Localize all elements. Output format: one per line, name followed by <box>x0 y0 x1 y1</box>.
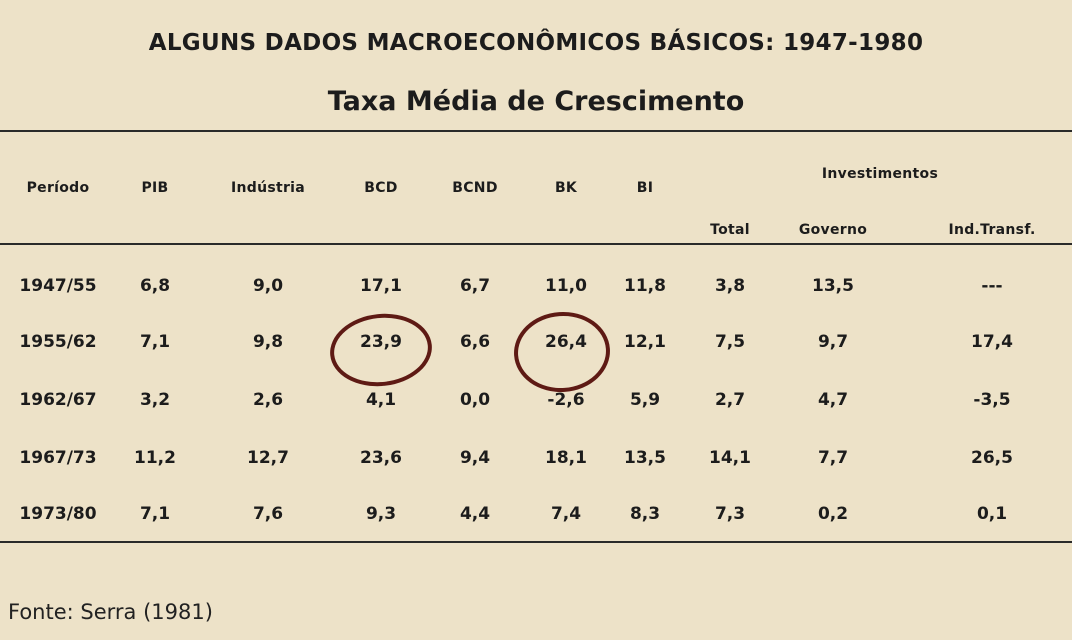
table-cell: 9,3 <box>365 504 397 524</box>
table-cell: 13,5 <box>624 448 666 468</box>
table-cell-highlighted: 26,4 <box>545 332 587 352</box>
table-cell: 1973/80 <box>19 504 97 524</box>
table-cell: 3,2 <box>139 390 171 410</box>
table-cell: 11,0 <box>545 276 587 296</box>
header-bcd: BCD <box>364 180 398 196</box>
table-cell-highlighted: 23,9 <box>360 332 402 352</box>
table-cell: 18,1 <box>545 448 587 468</box>
table-cell: -3,5 <box>973 390 1011 410</box>
table-cell: 6,8 <box>139 276 171 296</box>
table-cell: 12,7 <box>247 448 289 468</box>
table-cell: -2,6 <box>547 390 585 410</box>
table-cell: 7,4 <box>550 504 582 524</box>
source-note: Fonte: Serra (1981) <box>8 600 213 624</box>
table-cell: 1955/62 <box>19 332 97 352</box>
table-cell: 17,1 <box>360 276 402 296</box>
table-cell: 7,6 <box>252 504 284 524</box>
header-ind-transf: Ind.Transf. <box>948 222 1036 238</box>
page-title: ALGUNS DADOS MACROECONÔMICOS BÁSICOS: 19… <box>148 30 924 56</box>
header-total: Total <box>710 222 750 238</box>
page-subtitle: Taxa Média de Crescimento <box>327 86 745 117</box>
table-cell: --- <box>981 276 1003 296</box>
highlight-circle-bk <box>511 308 613 396</box>
table-cell: 7,5 <box>714 332 746 352</box>
table-cell: 2,6 <box>252 390 284 410</box>
table-cell: 6,6 <box>459 332 491 352</box>
header-periodo: Período <box>26 180 90 196</box>
table-cell: 26,5 <box>971 448 1013 468</box>
table-cell: 0,0 <box>459 390 491 410</box>
table-cell: 7,7 <box>817 448 849 468</box>
table-cell: 5,9 <box>629 390 661 410</box>
table-cell: 9,0 <box>252 276 284 296</box>
table-cell: 14,1 <box>709 448 751 468</box>
table-cell: 17,4 <box>971 332 1013 352</box>
table-cell: 9,7 <box>817 332 849 352</box>
table-cell: 7,1 <box>139 332 171 352</box>
table-cell: 2,7 <box>714 390 746 410</box>
header-governo: Governo <box>798 222 868 238</box>
table-cell: 4,7 <box>817 390 849 410</box>
header-bk: BK <box>554 180 578 196</box>
table-bottom-rule <box>0 541 1072 543</box>
table-cell: 23,6 <box>360 448 402 468</box>
table-cell: 7,1 <box>139 504 171 524</box>
header-pib: PIB <box>141 180 169 196</box>
table-cell: 4,4 <box>459 504 491 524</box>
table-cell: 12,1 <box>624 332 666 352</box>
table-cell: 3,8 <box>714 276 746 296</box>
header-investimentos: Investimentos <box>821 166 939 182</box>
table-cell: 11,2 <box>134 448 176 468</box>
table-cell: 6,7 <box>459 276 491 296</box>
table-cell: 1962/67 <box>19 390 97 410</box>
table-cell: 8,3 <box>629 504 661 524</box>
header-bi: BI <box>636 180 654 196</box>
header-bottom-rule <box>0 243 1072 245</box>
table-cell: 11,8 <box>624 276 666 296</box>
table-cell: 0,1 <box>976 504 1008 524</box>
table-cell: 1967/73 <box>19 448 97 468</box>
table-cell: 7,3 <box>714 504 746 524</box>
table-cell: 1947/55 <box>19 276 97 296</box>
table-top-rule <box>0 130 1072 132</box>
table-cell: 0,2 <box>817 504 849 524</box>
table-cell: 13,5 <box>812 276 854 296</box>
header-bcnd: BCND <box>452 180 498 196</box>
table-cell: 4,1 <box>365 390 397 410</box>
table-cell: 9,4 <box>459 448 491 468</box>
header-industria: Indústria <box>230 180 306 196</box>
table-cell: 9,8 <box>252 332 284 352</box>
